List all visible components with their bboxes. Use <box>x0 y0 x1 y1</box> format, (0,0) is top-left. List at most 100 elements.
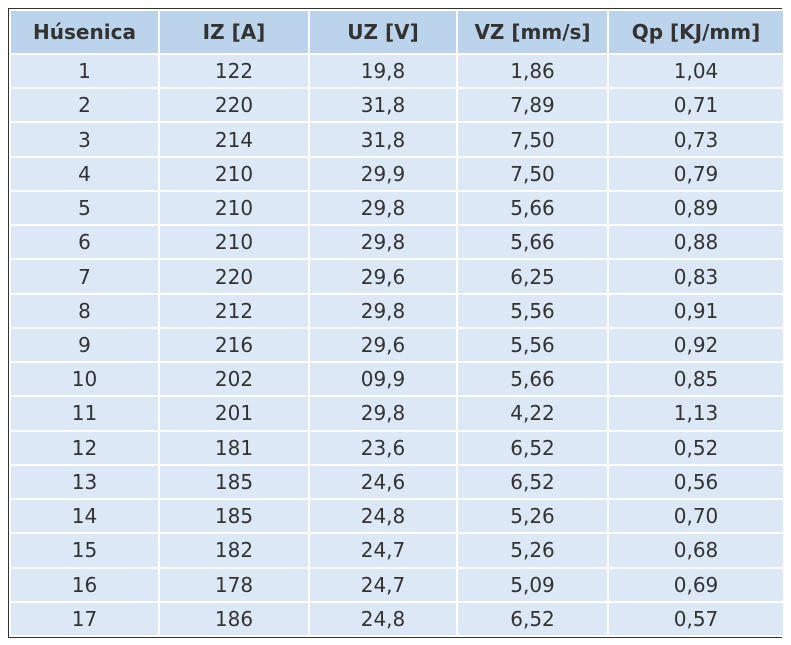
table-cell: 24,7 <box>308 532 458 569</box>
table-cell: 29,8 <box>308 189 458 227</box>
table-cell: 178 <box>158 566 310 603</box>
table-cell: 29,8 <box>308 292 458 329</box>
table-body: 1 122 19,8 1,86 1,04 2 220 31,8 7,89 0,71 3 214 31,8… <box>9 52 785 638</box>
table-cell: 24,8 <box>308 498 458 535</box>
table-cell: 212 <box>158 292 310 329</box>
table-cell: 7,50 <box>456 121 609 158</box>
header-cell: IZ [A] <box>158 9 310 55</box>
table-cell: 7 <box>9 258 160 295</box>
table-cell: 5,66 <box>456 361 609 398</box>
table-cell: 9 <box>9 326 160 364</box>
table-cell: 1,04 <box>607 52 785 90</box>
table-cell: 24,8 <box>308 600 458 638</box>
table-cell: 5 <box>9 189 160 227</box>
table-row: 14 185 24,8 5,26 0,70 <box>9 498 785 535</box>
table-row: 12 181 23,6 6,52 0,52 <box>9 429 785 466</box>
table-cell: 5,09 <box>456 566 609 603</box>
data-table: Húsenica IZ [A] UZ [V] VZ [mm/s] Qp [KJ/mm] … <box>9 9 785 638</box>
table-cell: 0,68 <box>607 532 785 569</box>
table-cell: 31,8 <box>308 121 458 158</box>
table-cell: 1 <box>9 52 160 90</box>
table-row: 10 202 09,9 5,66 0,85 <box>9 361 785 398</box>
table-cell: 7,50 <box>456 155 609 192</box>
table-cell: 19,8 <box>308 52 458 90</box>
table-cell: 5,26 <box>456 532 609 569</box>
table-cell: 24,7 <box>308 566 458 603</box>
table-cell: 6,25 <box>456 258 609 295</box>
header-cell: VZ [mm/s] <box>456 9 609 55</box>
table-cell: 09,9 <box>308 361 458 398</box>
header-cell: Qp [KJ/mm] <box>607 9 785 55</box>
table-row: 5 210 29,8 5,66 0,89 <box>9 189 785 227</box>
table-cell: 4,22 <box>456 395 609 432</box>
table-cell: 122 <box>158 52 310 90</box>
table-cell: 6,52 <box>456 600 609 638</box>
table-cell: 220 <box>158 87 310 124</box>
header-cell: Húsenica <box>9 9 160 55</box>
table-row: 7 220 29,6 6,25 0,83 <box>9 258 785 295</box>
table-cell: 0,88 <box>607 224 785 261</box>
table-cell: 10 <box>9 361 160 398</box>
table-row: 1 122 19,8 1,86 1,04 <box>9 52 785 90</box>
table-cell: 5,26 <box>456 498 609 535</box>
table-row: 11 201 29,8 4,22 1,13 <box>9 395 785 432</box>
table-row: 4 210 29,9 7,50 0,79 <box>9 155 785 192</box>
table-row: 17 186 24,8 6,52 0,57 <box>9 600 785 638</box>
table-cell: 0,91 <box>607 292 785 329</box>
table-cell: 0,56 <box>607 463 785 501</box>
table-cell: 29,6 <box>308 258 458 295</box>
table-row: 15 182 24,7 5,26 0,68 <box>9 532 785 569</box>
table-cell: 11 <box>9 395 160 432</box>
table-cell: 6,52 <box>456 429 609 466</box>
table-cell: 29,8 <box>308 224 458 261</box>
table-row: 6 210 29,8 5,66 0,88 <box>9 224 785 261</box>
table-cell: 0,92 <box>607 326 785 364</box>
table-cell: 7,89 <box>456 87 609 124</box>
table-row: 2 220 31,8 7,89 0,71 <box>9 87 785 124</box>
table-cell: 0,71 <box>607 87 785 124</box>
header-cell: UZ [V] <box>308 9 458 55</box>
table-cell: 12 <box>9 429 160 466</box>
table-cell: 210 <box>158 224 310 261</box>
table-cell: 6 <box>9 224 160 261</box>
table-cell: 29,8 <box>308 395 458 432</box>
table-cell: 1,13 <box>607 395 785 432</box>
table-cell: 13 <box>9 463 160 501</box>
table-cell: 0,57 <box>607 600 785 638</box>
table-cell: 0,85 <box>607 361 785 398</box>
table-cell: 0,52 <box>607 429 785 466</box>
table-cell: 5,66 <box>456 224 609 261</box>
table-row: 3 214 31,8 7,50 0,73 <box>9 121 785 158</box>
table-cell: 185 <box>158 498 310 535</box>
table-cell: 3 <box>9 121 160 158</box>
table-frame: Húsenica IZ [A] UZ [V] VZ [mm/s] Qp [KJ/mm] … <box>8 8 785 638</box>
table-cell: 17 <box>9 600 160 638</box>
table-row: 16 178 24,7 5,09 0,69 <box>9 566 785 603</box>
table-cell: 5,56 <box>456 326 609 364</box>
table-cell: 210 <box>158 155 310 192</box>
table-row: 13 185 24,6 6,52 0,56 <box>9 463 785 501</box>
table-cell: 2 <box>9 87 160 124</box>
table-cell: 14 <box>9 498 160 535</box>
table-cell: 181 <box>158 429 310 466</box>
table-row: 9 216 29,6 5,56 0,92 <box>9 326 785 364</box>
table-cell: 5,56 <box>456 292 609 329</box>
header-row: Húsenica IZ [A] UZ [V] VZ [mm/s] Qp [KJ/mm] <box>9 9 785 55</box>
table-cell: 4 <box>9 155 160 192</box>
table-cell: 202 <box>158 361 310 398</box>
table-cell: 29,6 <box>308 326 458 364</box>
table-cell: 15 <box>9 532 160 569</box>
table-row: 8 212 29,8 5,56 0,91 <box>9 292 785 329</box>
table-cell: 0,79 <box>607 155 785 192</box>
table-cell: 0,89 <box>607 189 785 227</box>
table-cell: 6,52 <box>456 463 609 501</box>
table-cell: 31,8 <box>308 87 458 124</box>
table-cell: 185 <box>158 463 310 501</box>
table-cell: 220 <box>158 258 310 295</box>
table-cell: 0,70 <box>607 498 785 535</box>
table-cell: 23,6 <box>308 429 458 466</box>
table-cell: 29,9 <box>308 155 458 192</box>
table-cell: 24,6 <box>308 463 458 501</box>
table-cell: 16 <box>9 566 160 603</box>
